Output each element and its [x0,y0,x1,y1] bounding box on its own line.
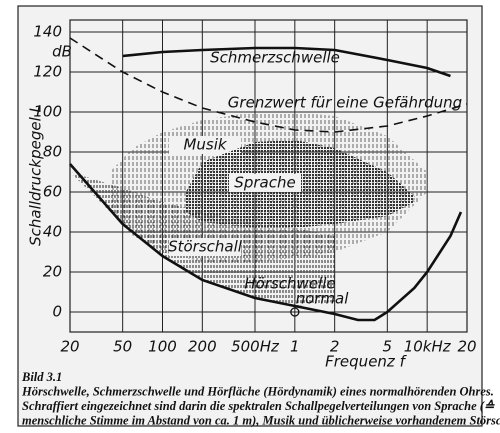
label-bg [169,238,241,256]
x-tick-label: 10kHz [404,338,452,356]
x-axis-label: Frequenz f [325,353,407,371]
curve-label: Schmerzschwelle [210,49,340,67]
curve [122,46,451,78]
x-tick-label: 200 [188,338,217,356]
y-tick-label: 60 [43,183,62,201]
x-tick-label: 2 [330,338,340,356]
reference-point [290,307,300,317]
curve [69,163,463,322]
x-tick-label: 50 [113,338,132,356]
y-tick-label: 100 [33,103,62,121]
annotation: normal [296,290,350,308]
y-tick-label: 20 [43,263,62,281]
x-tick-label: 100 [148,338,177,356]
curve-label: Grenzwert für eine Gefährdung [228,94,462,112]
x-tick-label: 500Hz [231,338,280,356]
caption-line: Hörschwelle, Schmerzschwelle und Hörfläc… [21,384,494,398]
y-tick-label: 40 [43,223,62,241]
y-tick-label: 0 [52,303,62,321]
y-axis-label: Schalldruckpegel L [27,104,45,246]
y-tick-label: 80 [43,143,62,161]
area-label: Störschall [168,238,243,256]
caption-line: Bild 3.1 [21,370,62,384]
area-label: Sprache [234,174,295,192]
label-bg [169,136,241,154]
caption-line: Schraffiert eingezeichnet sind darin die… [22,399,495,413]
caption-line: menschliche Stimme im Abstand von ca. 1 … [22,413,500,427]
curve-label: Hörschwelle [244,275,335,293]
y-unit: dB [52,43,72,61]
x-tick-label: 5 [383,338,393,356]
x-tick-label: 20 [457,338,476,356]
y-tick-label: 120 [33,63,62,81]
label-bg [229,174,301,192]
x-tick-label: 20 [60,338,79,356]
area-label: Musik [183,136,227,154]
y-tick-label: 140 [33,23,62,41]
x-tick-label: 1 [290,338,300,356]
